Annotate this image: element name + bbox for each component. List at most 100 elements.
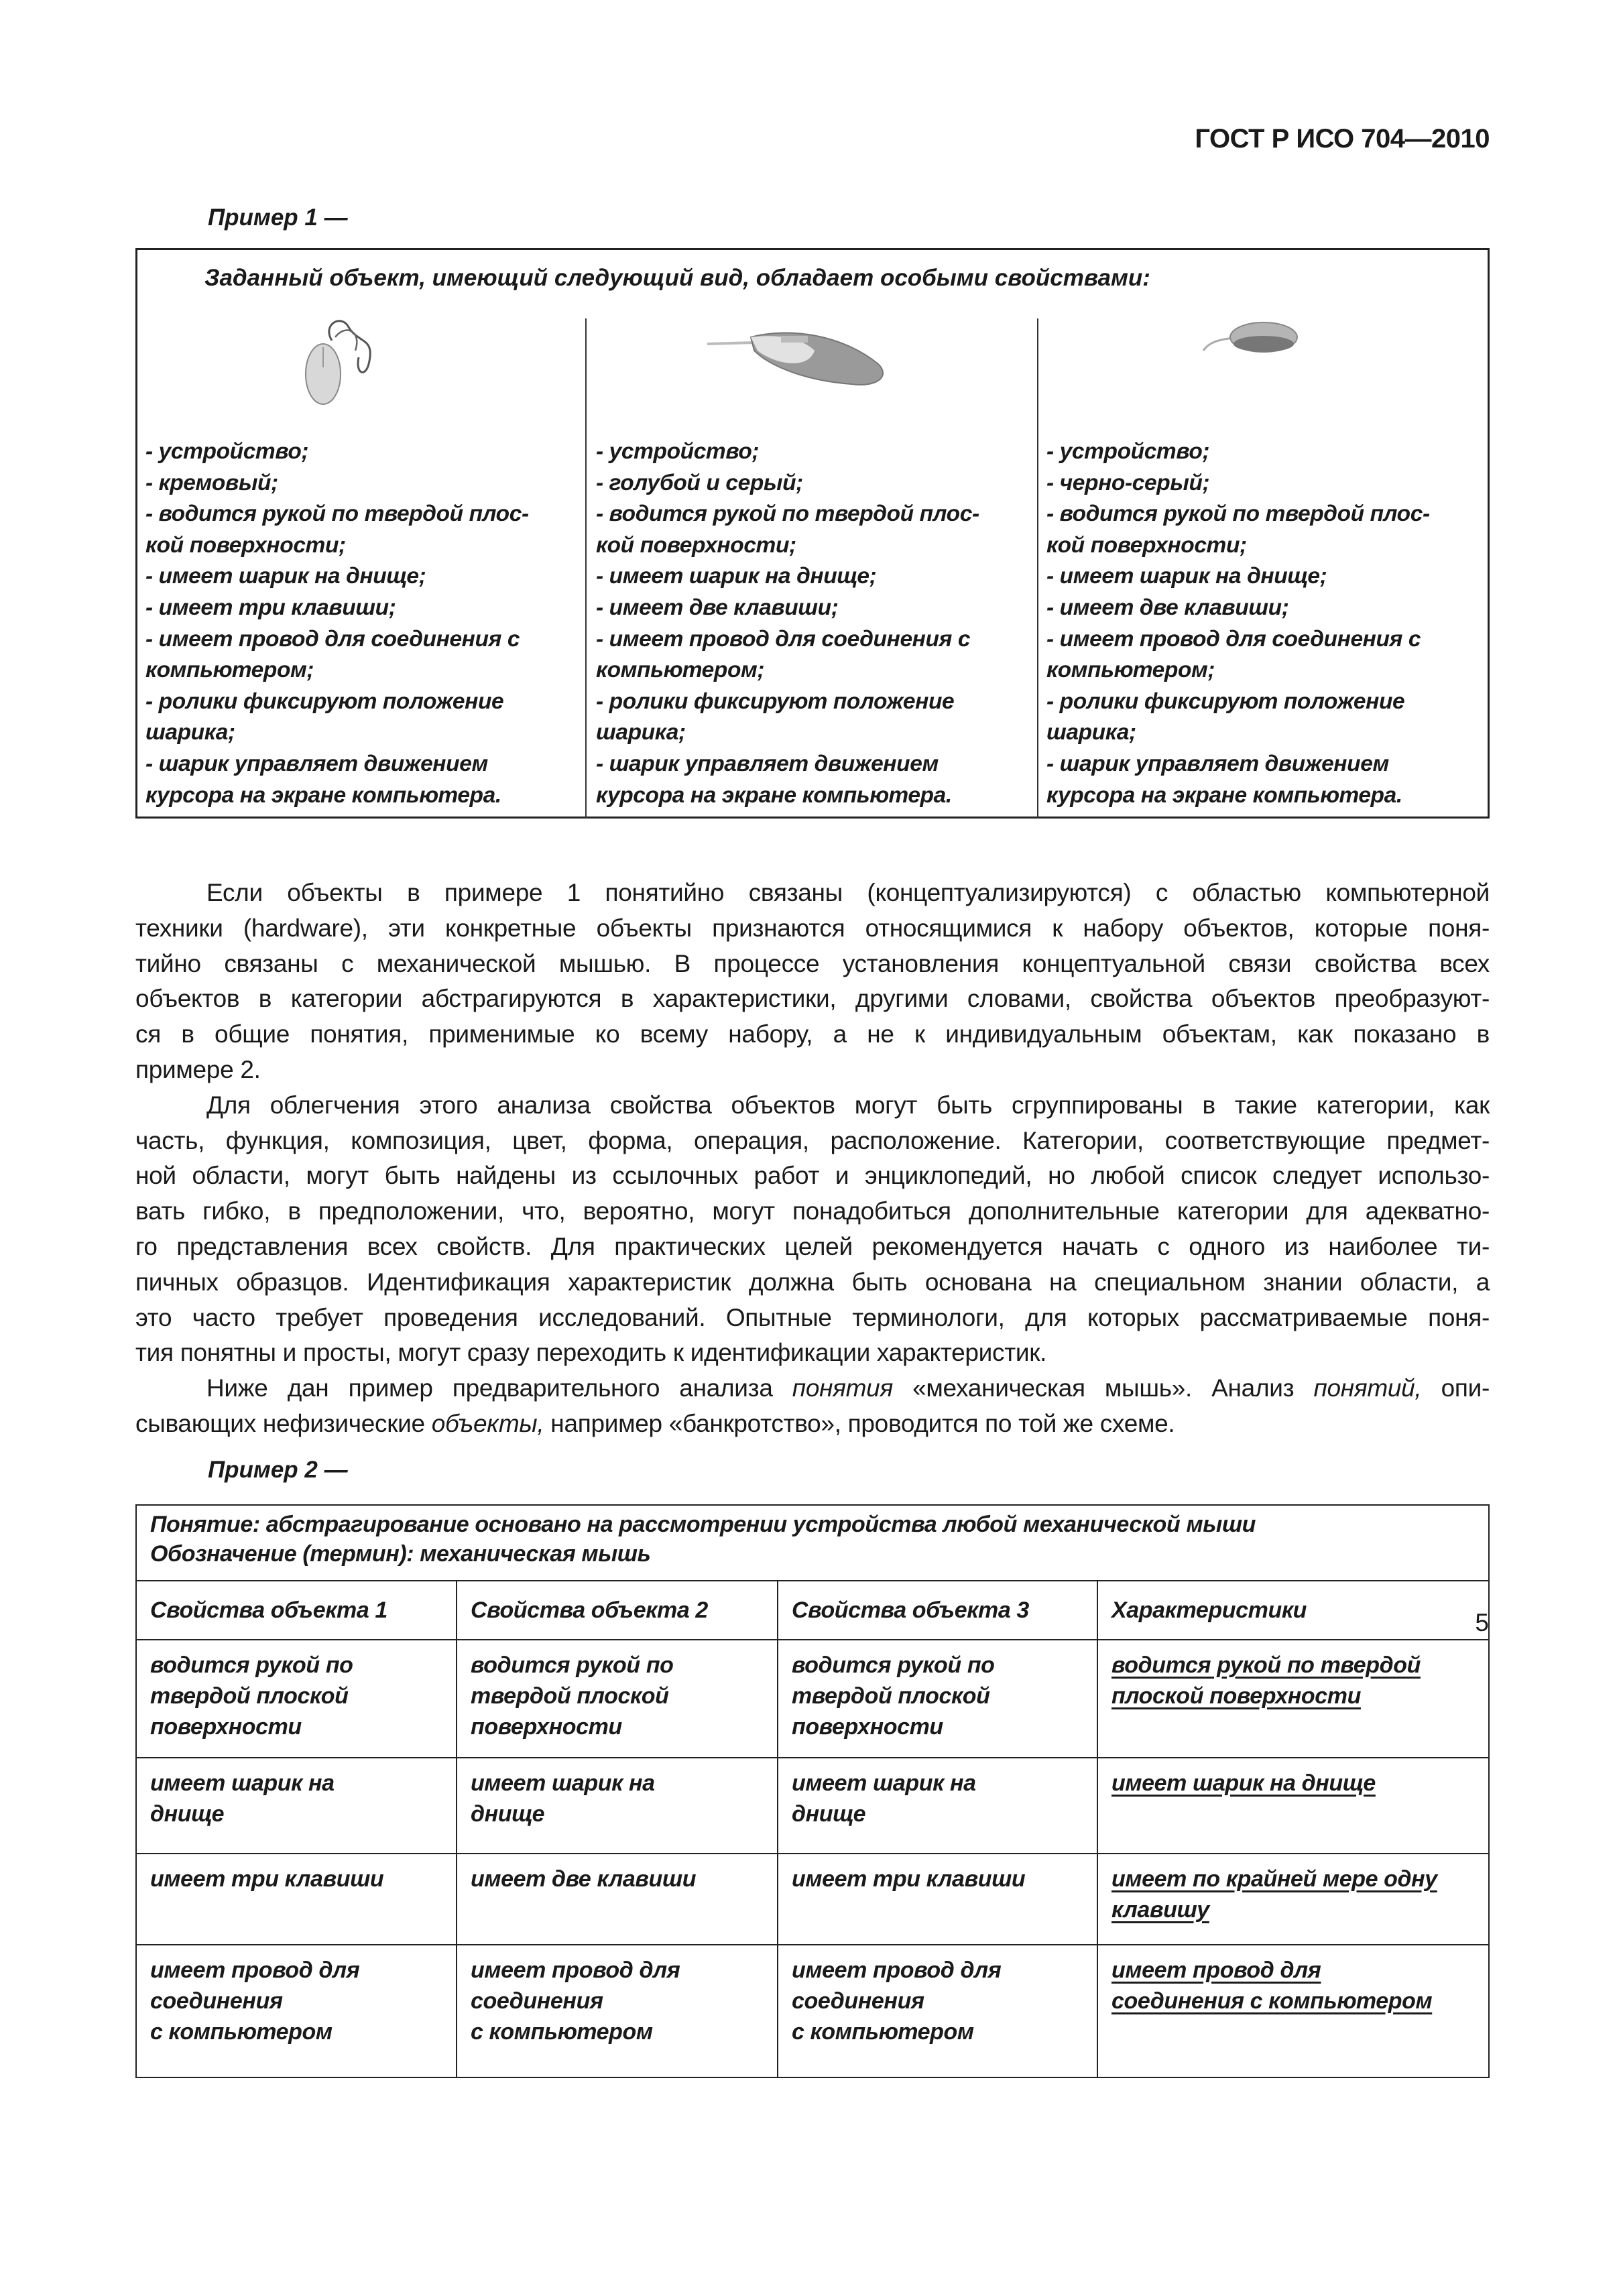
property-line: - водится рукой по твердой плос- — [1046, 501, 1430, 527]
object-3-properties: - устройство; - черно-серый; - водится рук… — [1046, 436, 1430, 811]
cell-line: имеет шарик на днище — [1111, 1770, 1376, 1796]
paragraph-line: пичных образцов. Идентификация характери… — [135, 1268, 1490, 1296]
property-line: - имеет провод для соединения с — [145, 626, 520, 652]
cell-line: имеет провод для — [150, 1957, 360, 1983]
italic-term: понятий, — [1313, 1374, 1422, 1402]
object-1-properties: - устройство; - кремовый; - водится рукой … — [145, 436, 529, 811]
text-segment: «механическая мышь». Анализ — [892, 1374, 1314, 1402]
page-number: 5 — [1475, 1609, 1489, 1636]
property-cell: водится рукой по твердой плоской поверхнос… — [135, 1639, 457, 1758]
black-grey-mouse-image — [1202, 322, 1298, 353]
property-line: - имеет шарик на днище; — [596, 564, 877, 589]
column-header: Характеристики — [1097, 1580, 1490, 1640]
property-cell: имеет провод для соединения с компьютером — [456, 1944, 778, 2078]
property-line: - черно-серый; — [1046, 470, 1210, 495]
column-header-row: Свойства объекта 1 Свойства объекта 2 Св… — [135, 1580, 1490, 1640]
property-line: компьютером; — [596, 658, 765, 683]
blue-grey-mouse-image — [707, 332, 884, 385]
paragraph-line: ся в общие понятия, применимые ко всему … — [135, 1020, 1490, 1048]
example-2-label: Пример 2 — — [208, 1457, 348, 1483]
cell-line: имеет шарик на — [150, 1770, 335, 1796]
cell-line: с компьютером — [471, 2019, 653, 2045]
cell-line: имеет провод для — [792, 1957, 1002, 1983]
property-line: компьютером; — [145, 658, 314, 683]
property-line: - шарик управляет движением — [1046, 751, 1389, 776]
column-header: Свойства объекта 1 — [135, 1580, 457, 1640]
cell-line: соединения — [792, 1988, 924, 2014]
property-line: - имеет две клавиши; — [596, 595, 839, 620]
property-line: - водится рукой по твердой плос- — [145, 501, 529, 527]
property-line: - устройство; — [145, 439, 309, 464]
column-divider — [1037, 318, 1038, 818]
cell-line: имеет шарик на — [792, 1770, 976, 1796]
property-line: - шарик управляет движением — [596, 751, 939, 776]
cell-line: имеет две клавиши — [471, 1866, 697, 1892]
property-line: - имеет шарик на днище; — [1046, 564, 1327, 589]
property-cell: имеет провод для соединения с компьютером — [777, 1944, 1098, 2078]
cell-line: днище — [792, 1801, 866, 1827]
italic-term: понятия — [792, 1374, 893, 1402]
property-cell: водится рукой по твердой плоской поверхнос… — [777, 1639, 1098, 1758]
paragraph-line: часть, функция, композиция, цвет, форма,… — [135, 1126, 1490, 1154]
cell-line: поверхности — [471, 1714, 622, 1740]
cell-line: водится рукой по — [792, 1652, 995, 1678]
property-line: курсора на экране компьютера. — [145, 782, 501, 808]
object-2-properties: - устройство; - голубой и серый; - водится… — [596, 436, 979, 811]
cell-line: имеет три клавиши — [150, 1866, 384, 1892]
cell-line: имеет шарик на — [471, 1770, 655, 1796]
paragraph-line: сывающих нефизические объекты, например … — [135, 1406, 1490, 1442]
example-2-table: Понятие: абстрагирование основано на рас… — [135, 1504, 1490, 2078]
property-line: курсора на экране компьютера. — [596, 782, 952, 808]
cell-line: твердой плоской — [150, 1683, 349, 1709]
italic-term: объекты, — [431, 1410, 544, 1437]
property-line: шарика; — [145, 720, 235, 745]
cell-line: днище — [471, 1801, 545, 1827]
paragraph-line: это часто требует проведения исследовани… — [135, 1303, 1490, 1331]
table-row: водится рукой по твердой плоской поверхнос… — [135, 1639, 1490, 1758]
example-1-table: Заданный объект, имеющий следующий вид, … — [135, 248, 1490, 819]
paragraph-line: примере 2. — [135, 1056, 261, 1083]
property-line: - имеет три клавиши; — [145, 595, 396, 620]
cell-line: водится рукой по — [150, 1652, 353, 1678]
paragraph-line: Если объекты в примере 1 понятийно связа… — [206, 879, 1490, 906]
characteristic-cell: имеет шарик на днище — [1097, 1757, 1490, 1854]
property-line: компьютером; — [1046, 658, 1215, 683]
cell-line: плоской поверхности — [1111, 1683, 1361, 1709]
cell-line: твердой плоской — [471, 1683, 669, 1709]
paragraph-line: тия понятны и просты, могут сразу перехо… — [135, 1339, 1047, 1367]
table-row: имеет три клавиши имеет две клавиши имеет … — [135, 1853, 1490, 1945]
property-line: - ролики фиксируют положение — [1046, 688, 1405, 714]
property-line: - шарик управляет движением — [145, 751, 488, 776]
cell-line: имеет по крайней мере одну — [1111, 1866, 1437, 1892]
paragraph-line: го представления всех свойств. Для практ… — [135, 1233, 1490, 1260]
cell-line: водится рукой по — [471, 1652, 674, 1678]
example-1-label: Пример 1 — — [208, 204, 348, 231]
column-divider — [585, 318, 587, 818]
cell-line: с компьютером — [792, 2019, 974, 2045]
property-line: - имеет провод для соединения с — [1046, 626, 1421, 652]
property-cell: водится рукой по твердой плоской поверхнос… — [456, 1639, 778, 1758]
document-code: ГОСТ Р ИСО 704—2010 — [1195, 124, 1490, 154]
text-segment: сывающих нефизические — [135, 1410, 432, 1437]
concept-cell: Понятие: абстрагирование основано на рас… — [135, 1504, 1490, 1581]
term-line: Обозначение (термин): механическая мышь — [150, 1541, 651, 1567]
paragraph-line: объектов в категории абстрагируются в ха… — [135, 985, 1490, 1013]
cell-line: соединения — [150, 1988, 283, 2014]
cream-mouse-image — [305, 320, 371, 405]
property-line: - водится рукой по твердой плос- — [596, 501, 979, 527]
cell-line: клавишу — [1111, 1897, 1209, 1923]
property-line: - имеет шарик на днище; — [145, 564, 426, 589]
property-line: - имеет провод для соединения с — [596, 626, 971, 652]
text-segment: например «банкротство», проводится по то… — [544, 1410, 1175, 1437]
cell-line: соединения — [471, 1988, 603, 2014]
cell-line: твердой плоской — [792, 1683, 990, 1709]
concept-line: Понятие: абстрагирование основано на рас… — [150, 1512, 1256, 1537]
property-line: - устройство; — [596, 439, 760, 464]
cell-line: водится рукой по твердой — [1111, 1652, 1421, 1678]
paragraph-line: тийно связаны с механической мышью. В пр… — [135, 949, 1490, 977]
property-cell: имеет шарик на днище — [777, 1757, 1098, 1854]
paragraph-line: Ниже дан пример предварительного анализа… — [206, 1371, 1490, 1406]
cell-line: имеет провод для — [471, 1957, 680, 1983]
cell-line: имеет провод для — [1111, 1957, 1321, 1983]
property-line: - ролики фиксируют положение — [596, 688, 955, 714]
